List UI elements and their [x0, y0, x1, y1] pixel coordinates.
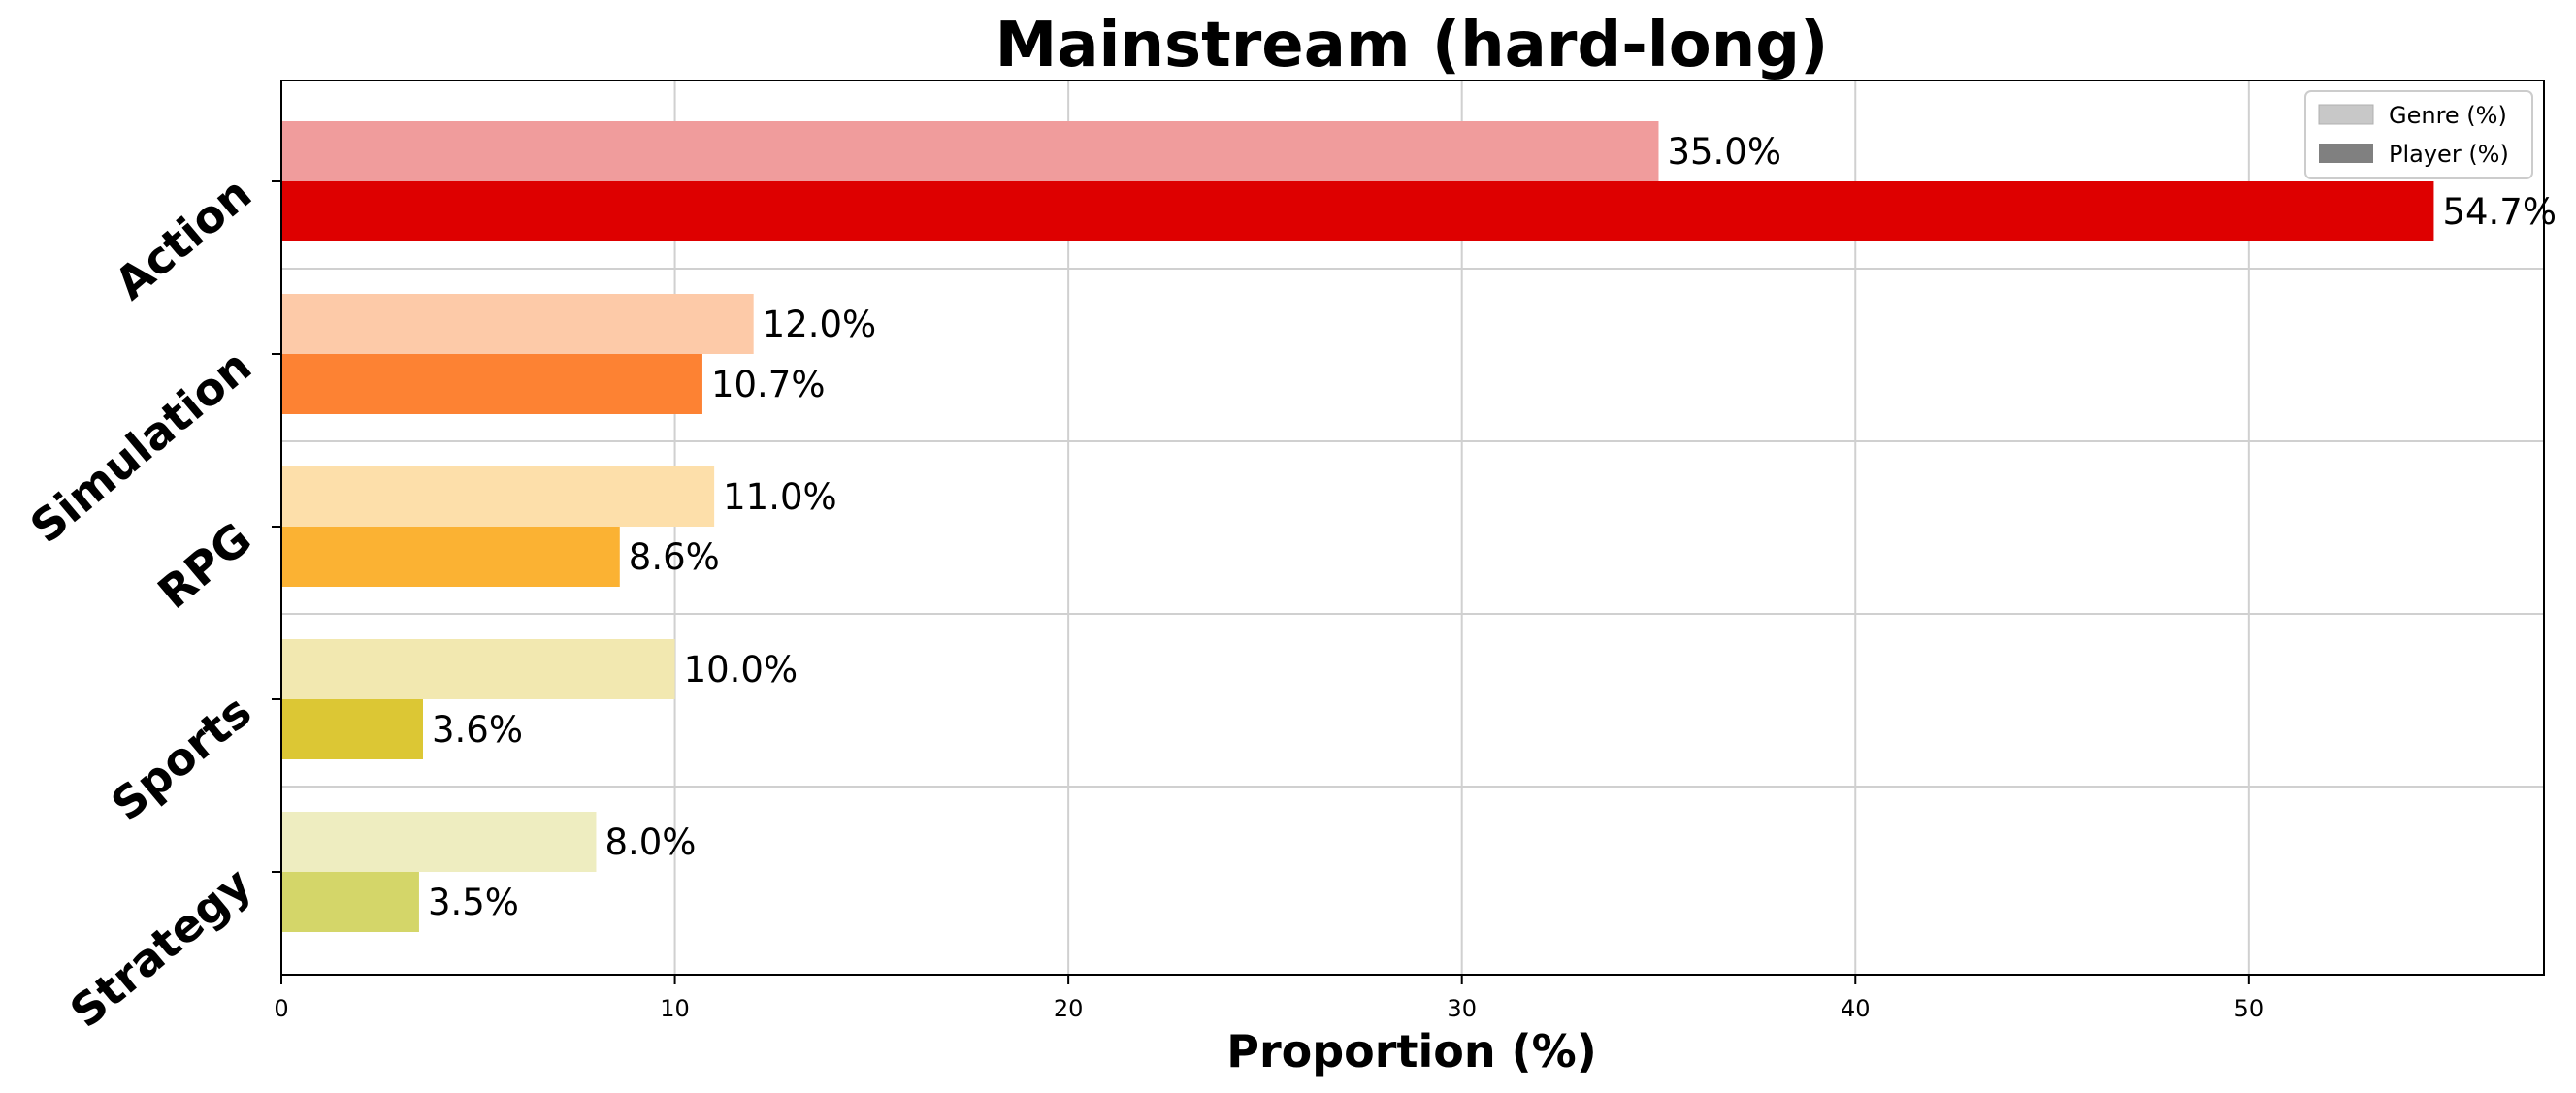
x-tick-label: 10: [660, 995, 690, 1022]
x-tick-label: 30: [1447, 995, 1477, 1022]
legend-swatch: [2319, 144, 2373, 163]
value-label: 3.6%: [432, 709, 523, 751]
x-tick-label: 50: [2234, 995, 2265, 1022]
value-label: 10.7%: [711, 364, 826, 405]
bar-simulation-genre: [281, 294, 754, 354]
value-label: 12.0%: [763, 304, 877, 345]
legend-label: Player (%): [2389, 141, 2509, 168]
legend: Genre (%) Player (%): [2304, 90, 2533, 179]
legend-swatch: [2318, 104, 2374, 125]
y-tick-label: Sports: [101, 685, 261, 830]
x-tick-label: 0: [274, 995, 288, 1022]
value-label: 11.0%: [723, 476, 837, 518]
bars: [281, 121, 2434, 932]
bar-strategy-genre: [281, 812, 597, 872]
plot-frame: [280, 80, 2545, 976]
legend-label: Genre (%): [2389, 102, 2507, 129]
bar-simulation-player: [281, 354, 702, 414]
bar-rpg-player: [281, 527, 620, 587]
value-label: 35.0%: [1667, 131, 1781, 173]
bar-strategy-player: [281, 872, 419, 932]
chart-title: Mainstream (hard-long): [995, 10, 1829, 81]
value-label: 54.7%: [2442, 191, 2557, 233]
x-tick-label: 40: [1841, 995, 1871, 1022]
value-labels: 35.0% 54.7% 12.0% 10.7% 11.0%8.6% 10.0% 3.6% 8.…: [428, 131, 2557, 923]
x-tick-label: 20: [1054, 995, 1084, 1022]
y-tick-label: Strategy: [60, 857, 261, 1038]
bar-action-player: [281, 181, 2434, 241]
bar-sports-genre: [281, 639, 675, 699]
value-label: 8.6%: [629, 536, 720, 578]
bar-rpg-genre: [281, 466, 715, 527]
value-label: 8.0%: [604, 821, 696, 863]
y-tick-label: Action: [105, 167, 261, 309]
bar-action-genre: [281, 121, 1659, 181]
x-axis-label: Proportion (%): [1226, 1025, 1596, 1077]
y-tick-label: RPG: [147, 512, 261, 619]
value-label: 10.0%: [684, 649, 799, 691]
value-label: 3.5%: [428, 882, 519, 923]
bar-sports-player: [281, 699, 424, 759]
